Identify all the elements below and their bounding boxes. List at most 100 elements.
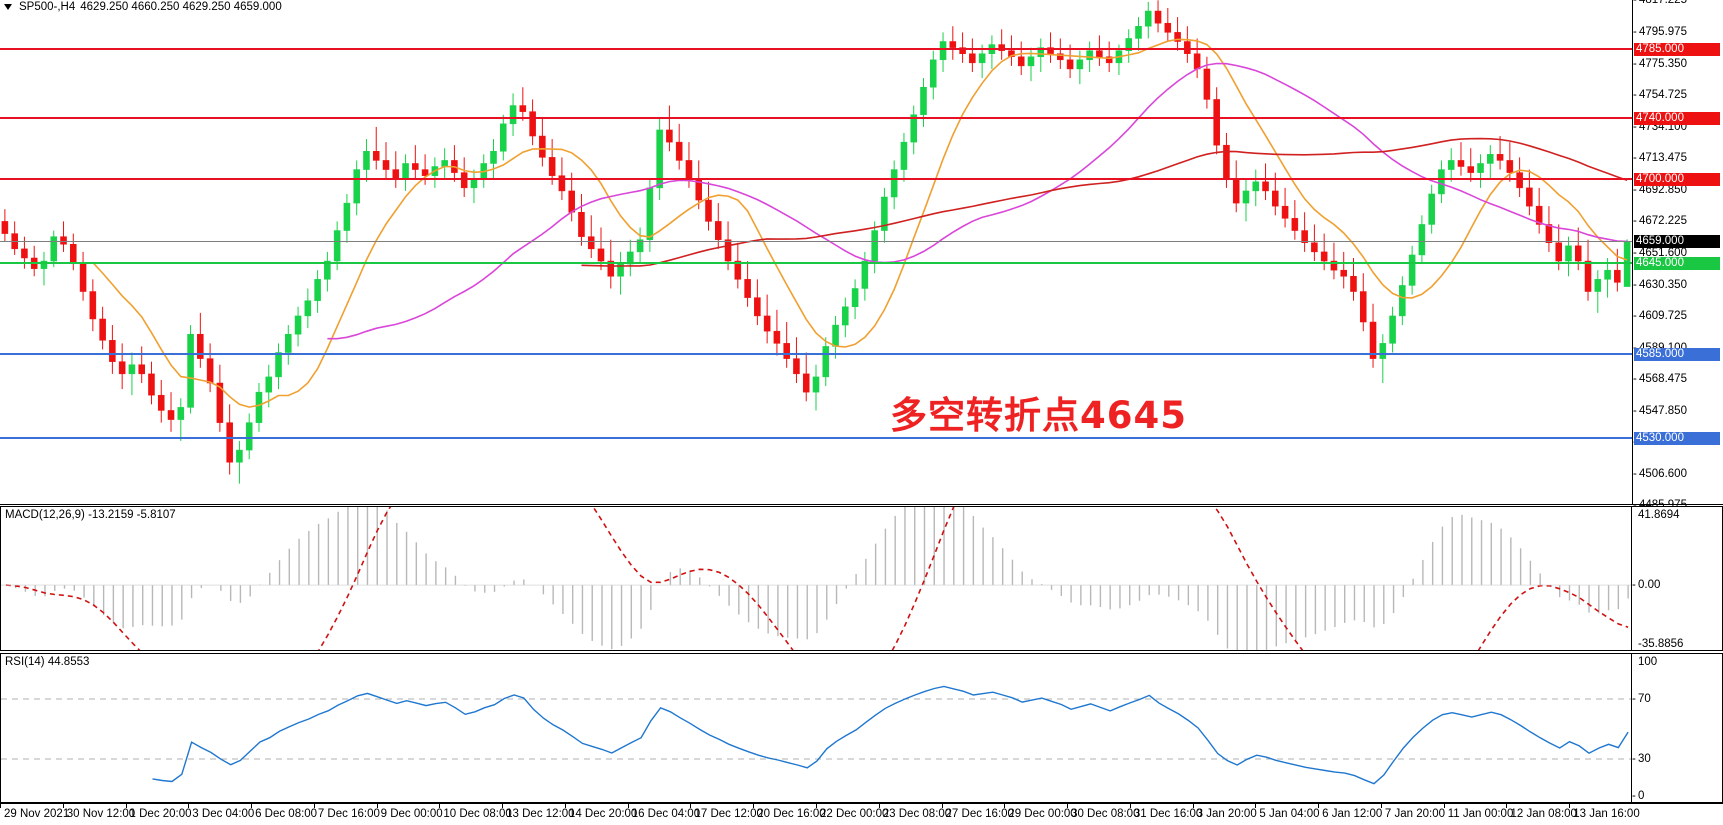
price-tick: -4547.850 xyxy=(1633,404,1687,417)
rsi-tick: -0 xyxy=(1632,790,1645,802)
time-tick-label: 30 Nov 12:00 xyxy=(66,808,136,820)
macd-panel: MACD(12,26,9) -13.2159 -5.8107 41.8694 -0… xyxy=(0,506,1723,651)
time-tick-label: 5 Jan 04:00 xyxy=(1259,808,1320,820)
time-tick-mark xyxy=(251,804,253,808)
time-tick-label: 7 Jan 20:00 xyxy=(1384,808,1446,820)
time-tick-mark xyxy=(502,804,504,808)
time-tick-mark xyxy=(753,804,755,808)
time-tick-mark xyxy=(941,804,943,808)
time-tick-mark xyxy=(62,804,64,808)
price-tick: -4754.725 xyxy=(1633,89,1687,102)
time-tick-label: 11 Jan 00:00 xyxy=(1447,808,1514,820)
symbol-info-bar: SP500-,H4 4629.250 4660.250 4629.250 465… xyxy=(0,0,282,14)
level-line-resistance[interactable] xyxy=(0,48,1632,51)
time-tick-label: 13 Jan 16:00 xyxy=(1573,808,1640,820)
time-tick-mark xyxy=(816,804,817,808)
time-tick-mark xyxy=(1443,804,1445,808)
time-tick-label: 6 Jan 12:00 xyxy=(1322,808,1383,820)
level-line-support[interactable] xyxy=(0,353,1632,356)
macd-tick: 41.8694 xyxy=(1638,509,1680,521)
level-line-pivot[interactable] xyxy=(0,261,1632,264)
time-tick-mark xyxy=(439,804,441,808)
price-flag-last-price[interactable]: 4659.000 xyxy=(1634,235,1720,249)
time-tick-mark xyxy=(627,804,629,808)
time-tick-label: 3 Dec 04:00 xyxy=(192,808,255,820)
macd-axis: 41.8694 -0.00 -35.8856 xyxy=(1631,507,1722,650)
price-tick: -4713.475 xyxy=(1633,152,1687,165)
time-tick-mark xyxy=(0,804,1,808)
price-flag-resistance[interactable]: 4700.000 xyxy=(1634,172,1720,186)
price-tick: -4775.350 xyxy=(1633,57,1687,70)
time-tick-label: 16 Dec 04:00 xyxy=(631,808,701,820)
price-flag-pivot[interactable]: 4645.000 xyxy=(1634,256,1720,270)
symbol-label: SP500-,H4 xyxy=(19,1,76,13)
price-tick: -4795.975 xyxy=(1633,26,1687,39)
time-tick-label: 7 Dec 16:00 xyxy=(317,808,380,820)
time-tick-mark xyxy=(188,804,190,808)
time-tick-label: 14 Dec 20:00 xyxy=(568,808,638,820)
time-tick-mark xyxy=(1004,804,1006,808)
level-line-support[interactable] xyxy=(0,436,1632,439)
price-flag-support[interactable]: 4585.000 xyxy=(1634,348,1720,362)
time-tick-label: 1 Dec 20:00 xyxy=(129,808,192,820)
time-tick-label: 12 Jan 08:00 xyxy=(1510,808,1577,820)
price-tick: -4609.725 xyxy=(1633,310,1687,323)
time-tick-label: 9 Dec 00:00 xyxy=(380,808,443,820)
time-tick-mark xyxy=(313,804,315,808)
price-flag-resistance[interactable]: 4785.000 xyxy=(1634,43,1720,57)
time-tick-label: 13 Dec 12:00 xyxy=(506,808,575,820)
level-line-resistance[interactable] xyxy=(0,177,1632,180)
time-tick-label: 6 Dec 08:00 xyxy=(255,808,318,820)
time-tick-label: 29 Nov 2021 xyxy=(4,808,70,820)
price-tick: -4651.600 xyxy=(1633,246,1687,259)
price-tick: -4568.475 xyxy=(1633,373,1687,386)
price-tick: -4672.225 xyxy=(1633,215,1687,228)
time-tick-label: 10 Dec 08:00 xyxy=(443,808,512,820)
macd-tick: -35.8856 xyxy=(1638,638,1684,650)
time-tick-mark xyxy=(1569,804,1571,808)
time-tick-mark xyxy=(690,804,692,808)
rsi-axis: 100 -70 -30 -0 xyxy=(1631,654,1722,802)
chart-annotation-text: 多空转折点4645 xyxy=(890,394,1187,437)
time-tick-label: 29 Dec 00:00 xyxy=(1008,808,1077,820)
time-tick-mark xyxy=(1129,804,1131,808)
rsi-tick: 100 xyxy=(1638,656,1658,668)
time-tick-label: 17 Dec 12:00 xyxy=(694,808,763,820)
level-line-last-price[interactable] xyxy=(0,241,1632,243)
time-tick-mark xyxy=(1380,804,1382,808)
rsi-label: RSI(14) 44.8553 xyxy=(5,656,90,668)
rsi-tick: -70 xyxy=(1632,693,1651,705)
rsi-plot-area[interactable] xyxy=(1,654,1631,802)
time-tick-mark xyxy=(1192,804,1194,808)
price-tick: -4817.225 xyxy=(1633,0,1687,6)
time-tick-label: 31 Dec 16:00 xyxy=(1133,808,1203,820)
rsi-tick: -30 xyxy=(1632,753,1651,765)
triangle-down-icon[interactable] xyxy=(4,4,12,10)
price-plot-area[interactable] xyxy=(0,0,1632,504)
price-chart-panel: SP500-,H4 4629.250 4660.250 4629.250 465… xyxy=(0,0,1723,511)
time-tick-mark xyxy=(1506,804,1508,808)
time-tick-label: 27 Dec 16:00 xyxy=(945,808,1014,820)
time-tick-mark xyxy=(878,804,880,808)
time-tick-mark xyxy=(564,804,566,808)
macd-plot-area[interactable] xyxy=(1,507,1631,650)
time-tick-label: 3 Jan 20:00 xyxy=(1196,808,1257,820)
time-tick-label: 30 Dec 08:00 xyxy=(1071,808,1140,820)
time-tick-mark xyxy=(1067,804,1069,808)
price-flag-support[interactable]: 4530.000 xyxy=(1634,431,1720,445)
macd-tick: -0.00 xyxy=(1632,579,1661,592)
time-tick-mark xyxy=(125,804,127,808)
time-tick-mark xyxy=(1318,804,1320,808)
time-tick-mark xyxy=(1255,804,1257,808)
time-axis[interactable]: 29 Nov 2021 30 Nov 12:00 1 Dec 20:00 3 Dec … xyxy=(0,803,1723,825)
price-tick: -4506.600 xyxy=(1633,467,1687,480)
price-tick: -4692.850 xyxy=(1633,183,1687,196)
time-tick-mark xyxy=(376,804,378,808)
level-line-resistance[interactable] xyxy=(0,116,1632,119)
price-tick: -4630.350 xyxy=(1633,278,1687,291)
rsi-panel: RSI(14) 44.8553 100 -70 -30 -0 xyxy=(0,653,1723,803)
ohlc-values: 4629.250 4660.250 4629.250 4659.000 xyxy=(80,1,282,13)
price-axis[interactable]: -4817.225-4795.975-4775.350-4754.725-473… xyxy=(1632,0,1723,511)
price-flag-resistance[interactable]: 4740.000 xyxy=(1634,111,1720,125)
